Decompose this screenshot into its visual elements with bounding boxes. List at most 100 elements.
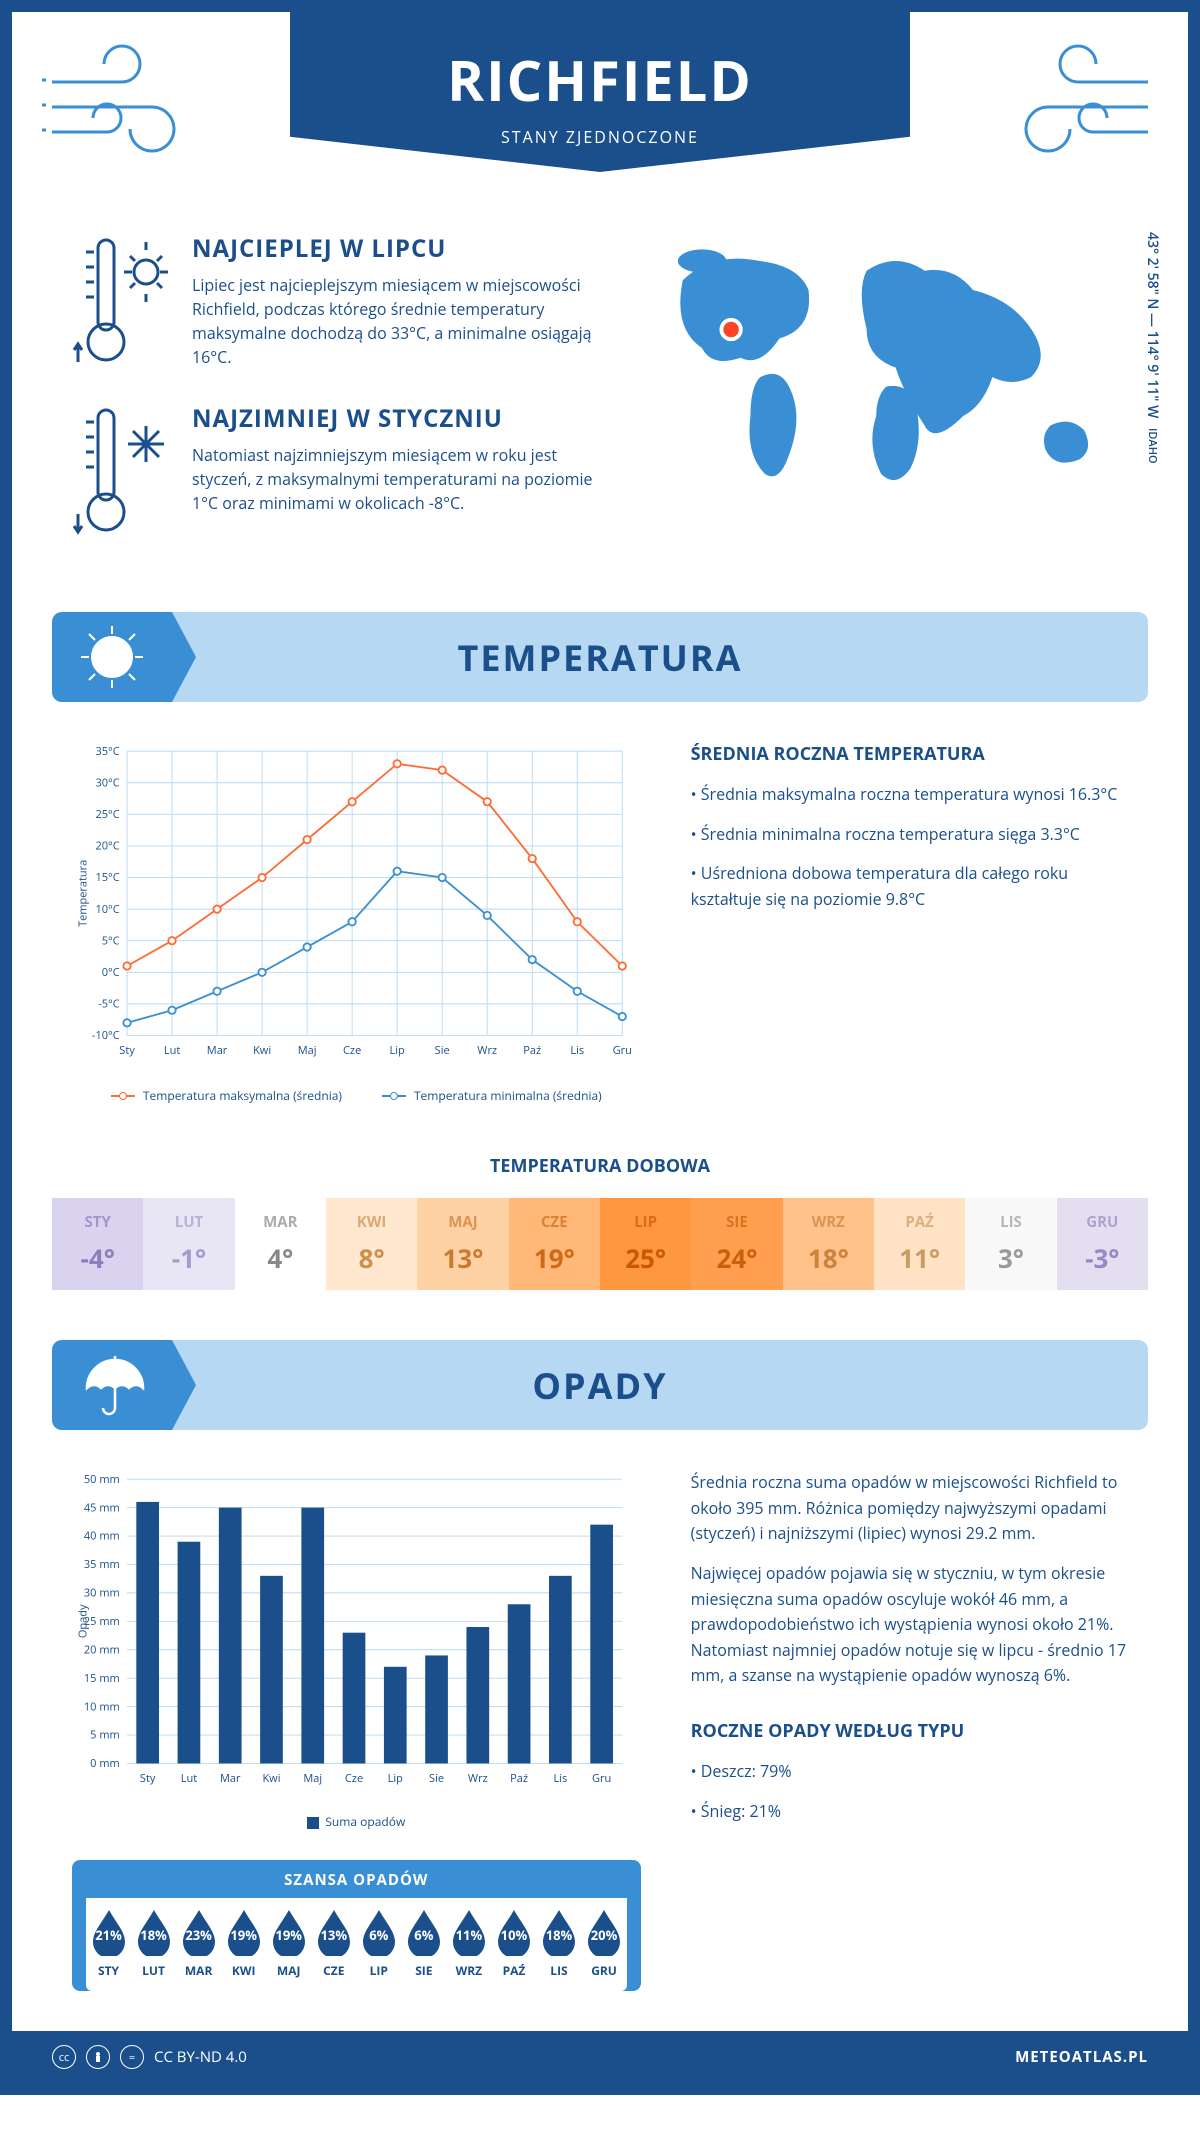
temperature-section-bar: TEMPERATURA [52, 612, 1148, 702]
svg-text:Kwi: Kwi [262, 1771, 280, 1786]
svg-text:5 mm: 5 mm [90, 1728, 120, 1743]
title-banner: RICHFIELD STANY ZJEDNOCZONE [290, 12, 910, 172]
svg-text:10 mm: 10 mm [84, 1699, 120, 1714]
svg-text:Lut: Lut [181, 1771, 197, 1786]
svg-text:30°C: 30°C [95, 775, 119, 790]
temperature-annual-text: ŚREDNIA ROCZNA TEMPERATURA • Średnia mak… [691, 742, 1128, 1104]
chance-cell: 10%PAŹ [491, 1908, 536, 1979]
chance-cell: 18%LUT [131, 1908, 176, 1979]
svg-text:Cze: Cze [343, 1043, 361, 1058]
svg-text:-10°C: -10°C [92, 1028, 120, 1043]
chance-cell: 20%GRU [582, 1908, 627, 1979]
svg-text:15 mm: 15 mm [84, 1671, 120, 1686]
svg-text:Wrz: Wrz [468, 1771, 488, 1786]
svg-text:Lut: Lut [164, 1043, 180, 1058]
daily-cell: LIS3° [965, 1198, 1056, 1290]
svg-text:50 mm: 50 mm [84, 1472, 120, 1487]
chance-cell: 11%WRZ [446, 1908, 491, 1979]
intro-section: NAJCIEPLEJ W LIPCU Lipiec jest najcieple… [12, 212, 1188, 612]
daily-cell: GRU-3° [1057, 1198, 1148, 1290]
svg-text:30 mm: 30 mm [84, 1586, 120, 1601]
chance-cell: 18%LIS [536, 1908, 581, 1979]
daily-cell: SIE24° [691, 1198, 782, 1290]
country-name: STANY ZJEDNOCZONE [290, 126, 910, 148]
precip-chance-box: SZANSA OPADÓW 21%STY18%LUT23%MAR19%KWI19… [72, 1860, 641, 1991]
svg-text:Kwi: Kwi [253, 1043, 271, 1058]
svg-text:40 mm: 40 mm [84, 1529, 120, 1544]
svg-text:Gru: Gru [613, 1043, 632, 1058]
chance-cell: 21%STY [86, 1908, 131, 1979]
svg-text:Sty: Sty [140, 1771, 156, 1786]
license-text: CC BY-ND 4.0 [154, 2047, 247, 2067]
svg-text:Cze: Cze [345, 1771, 363, 1786]
svg-text:Opady: Opady [76, 1604, 91, 1638]
svg-text:0°C: 0°C [102, 965, 120, 980]
svg-text:Paź: Paź [523, 1043, 541, 1058]
map-marker-icon [722, 320, 741, 339]
precip-section-bar: OPADY [52, 1340, 1148, 1430]
svg-text:Sie: Sie [429, 1771, 444, 1786]
site-name: METEOATLAS.PL [1015, 2047, 1148, 2067]
precip-legend: Suma opadów [72, 1813, 641, 1830]
world-map: 43° 2' 58" N — 114° 9' 11" W IDAHO [644, 232, 1128, 508]
svg-text:25°C: 25°C [95, 807, 119, 822]
temperature-legend: Temperatura maksymalna (średnia) Tempera… [72, 1087, 641, 1104]
temperature-title: TEMPERATURA [458, 633, 743, 682]
svg-text:5°C: 5°C [102, 933, 120, 948]
daily-cell: MAJ13° [417, 1198, 508, 1290]
umbrella-icon [77, 1350, 147, 1420]
footer: cc = CC BY-ND 4.0 METEOATLAS.PL [12, 2031, 1188, 2083]
daily-cell: PAŹ11° [874, 1198, 965, 1290]
svg-text:Maj: Maj [298, 1043, 317, 1058]
header: RICHFIELD STANY ZJEDNOCZONE [12, 12, 1188, 212]
warmest-title: NAJCIEPLEJ W LIPCU [192, 232, 604, 265]
svg-text:Mar: Mar [207, 1043, 228, 1058]
svg-text:20°C: 20°C [95, 839, 119, 854]
by-icon [86, 2045, 110, 2069]
svg-text:35°C: 35°C [95, 744, 119, 759]
svg-text:Gru: Gru [592, 1771, 611, 1786]
chance-cell: 13%CZE [311, 1908, 356, 1979]
svg-text:Sty: Sty [119, 1043, 135, 1058]
precip-title: OPADY [532, 1361, 667, 1410]
cc-icon: cc [52, 2045, 76, 2069]
svg-text:15°C: 15°C [95, 870, 119, 885]
chance-cell: 23%MAR [176, 1908, 221, 1979]
chance-cell: 19%MAJ [266, 1908, 311, 1979]
temperature-chart: -10°C -5°C 0°C 5°C 10°C 15°C 20°C 25°C 30°C 35°C S… [72, 742, 641, 1104]
svg-text:10°C: 10°C [95, 902, 119, 917]
daily-cell: WRZ18° [783, 1198, 874, 1290]
svg-text:Lip: Lip [390, 1043, 406, 1058]
daily-temp-title: TEMPERATURA DOBOWA [12, 1154, 1188, 1178]
coldest-title: NAJZIMNIEJ W STYCZNIU [192, 402, 604, 435]
warmest-text: Lipiec jest najcieplejszym miesiącem w m… [192, 273, 604, 369]
coldest-block: NAJZIMNIEJ W STYCZNIU Natomiast najzimni… [72, 402, 604, 542]
svg-text:0 mm: 0 mm [90, 1756, 120, 1771]
chance-cell: 19%KWI [221, 1908, 266, 1979]
thermometer-hot-icon [72, 232, 172, 372]
nd-icon: = [120, 2045, 144, 2069]
daily-temp-row: STY-4°LUT-1°MAR4°KWI8°MAJ13°CZE19°LIP25°… [52, 1198, 1148, 1290]
sun-icon [77, 622, 147, 692]
daily-cell: STY-4° [52, 1198, 143, 1290]
precipitation-chart: 0 mm5 mm10 mm15 mm20 mm25 mm30 mm35 mm40… [72, 1470, 641, 1800]
svg-text:Mar: Mar [220, 1771, 241, 1786]
warmest-block: NAJCIEPLEJ W LIPCU Lipiec jest najcieple… [72, 232, 604, 372]
daily-cell: KWI8° [326, 1198, 417, 1290]
svg-text:Temperatura: Temperatura [76, 860, 91, 927]
daily-cell: LUT-1° [143, 1198, 234, 1290]
precip-text: Średnia roczna suma opadów w miejscowośc… [691, 1470, 1128, 1991]
daily-cell: MAR4° [235, 1198, 326, 1290]
svg-text:20 mm: 20 mm [84, 1643, 120, 1658]
svg-text:Lis: Lis [570, 1043, 584, 1058]
chance-cell: 6%LIP [356, 1908, 401, 1979]
chance-cell: 6%SIE [401, 1908, 446, 1979]
svg-text:Lip: Lip [388, 1771, 404, 1786]
coldest-text: Natomiast najzimniejszym miesiącem w rok… [192, 443, 604, 515]
daily-cell: CZE19° [509, 1198, 600, 1290]
svg-text:45 mm: 45 mm [84, 1500, 120, 1515]
coordinates: 43° 2' 58" N — 114° 9' 11" W IDAHO [1143, 232, 1162, 464]
svg-text:Wrz: Wrz [477, 1043, 497, 1058]
svg-text:Sie: Sie [435, 1043, 450, 1058]
svg-text:-5°C: -5°C [98, 997, 120, 1012]
